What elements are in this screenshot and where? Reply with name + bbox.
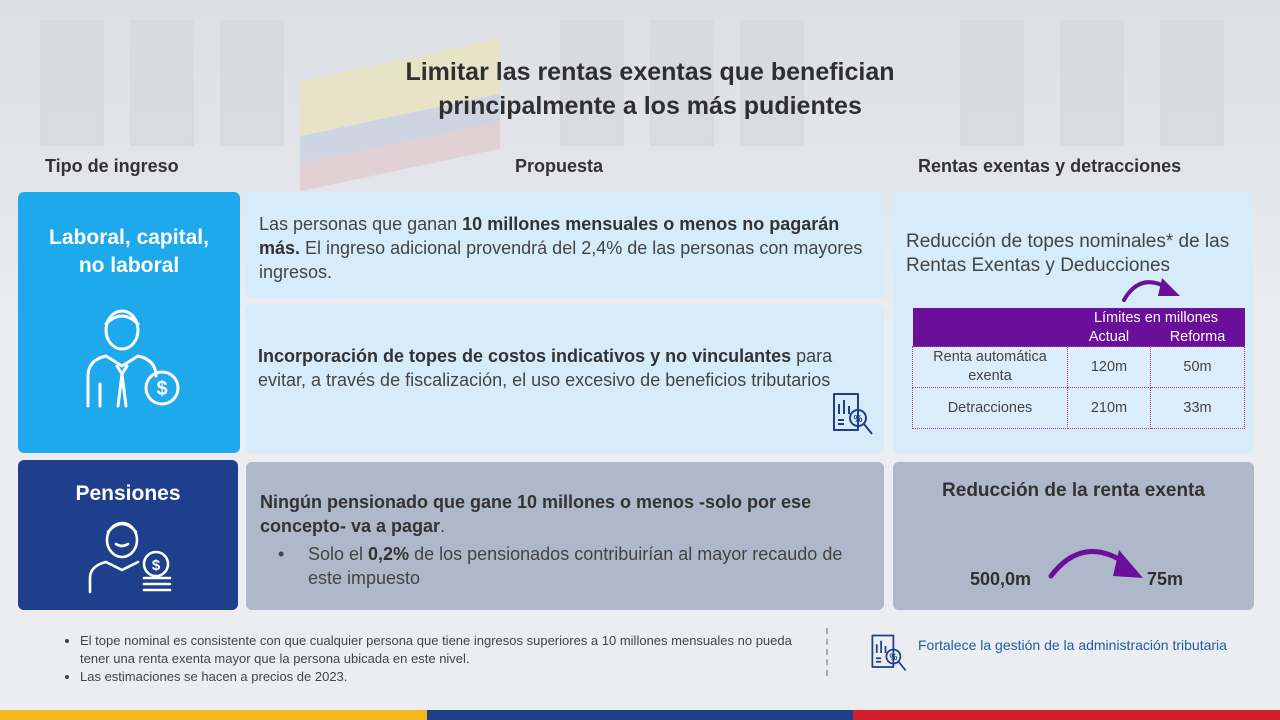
- row-label: Renta automática exenta: [912, 346, 1068, 388]
- bullet-b1: 0,2%: [368, 544, 410, 564]
- curved-arrow-icon: [1122, 278, 1180, 302]
- table-row: Renta automática exenta 120m 50m: [912, 346, 1245, 388]
- footer-divider: [826, 628, 828, 676]
- pensioner-money-icon: $: [88, 521, 172, 594]
- proposal-pensiones-b1: Ningún pensionado que gane 10 millones o…: [260, 492, 812, 536]
- proposal-topes-t1: para evitar, a través de fiscalización, …: [258, 346, 833, 390]
- reduccion-card: Reducción de la renta exenta 500,0m 75m: [893, 462, 1254, 610]
- proposal-topes-b1: Incorporación de topes de costos indicat…: [258, 346, 792, 366]
- flag-stripe-red: [853, 710, 1280, 720]
- bullet-dot: •: [278, 544, 285, 564]
- reduccion-from: 500,0m: [970, 569, 1032, 589]
- header-propuesta: Propuesta: [515, 156, 604, 176]
- slide-title: Limitar las rentas exentas que beneficia…: [300, 55, 1000, 123]
- footnote-item: El tope nominal es consistente con que c…: [80, 632, 820, 668]
- row-actual: 210m: [1067, 387, 1151, 429]
- svg-text:%: %: [854, 414, 863, 425]
- flag-stripe-yellow: [0, 710, 427, 720]
- col-actual: Actual: [1067, 327, 1151, 347]
- limits-table-corner: [912, 308, 1068, 327]
- category-laboral-label: Laboral, capital, no laboral: [18, 224, 240, 280]
- worker-money-icon: $: [86, 309, 180, 408]
- proposal-pensiones-t1: .: [440, 516, 446, 536]
- proposal-pensiones-card: Ningún pensionado que gane 10 millones o…: [246, 462, 884, 610]
- proposal-ingresos-t1: Las personas que ganan: [259, 214, 463, 234]
- col-reforma: Reforma: [1150, 327, 1245, 347]
- row-actual: 120m: [1067, 346, 1151, 388]
- bullet-t1: Solo el: [308, 544, 369, 564]
- limits-table: Límites en millones Actual Reforma Renta…: [912, 308, 1245, 429]
- bullet-t2: de los pensionados contribuirían al mayo…: [308, 544, 843, 588]
- table-row: Detracciones 210m 33m: [912, 387, 1245, 429]
- curved-arrow-icon: [1048, 549, 1143, 579]
- svg-text:$: $: [156, 378, 167, 400]
- laboral-label-line-2: no laboral: [78, 254, 180, 277]
- limits-table-corner-2: [912, 327, 1068, 347]
- proposal-pensiones-bullet: • Solo el 0,2% de los pensionados contrib…: [278, 542, 868, 590]
- svg-text:$: $: [152, 557, 161, 574]
- audit-document-icon: %: [833, 393, 873, 435]
- proposal-ingresos-text: Las personas que ganan 10 millones mensu…: [259, 212, 869, 284]
- reduccion-heading: Reducción de la renta exenta: [942, 480, 1205, 501]
- proposal-ingresos-b1: 10 millones mensuales o menos no pagarán…: [259, 214, 840, 258]
- title-line-2: principalmente a los más pudientes: [438, 92, 862, 120]
- header-tipo-ingreso: Tipo de ingreso: [45, 156, 179, 176]
- header-rentas-exentas: Rentas exentas y detracciones: [918, 156, 1182, 176]
- proposal-topes-card: Incorporación de topes de costos indicat…: [246, 304, 884, 453]
- footnote-item: Las estimaciones se hacen a precios de 2…: [80, 668, 820, 686]
- title-line-1: Limitar las rentas exentas que beneficia…: [405, 58, 895, 86]
- proposal-topes-text: Incorporación de topes de costos indicat…: [258, 344, 870, 392]
- row-label: Detracciones: [912, 387, 1068, 429]
- legend-text: Fortalece la gestión de la administració…: [918, 637, 1227, 653]
- laboral-label-line-1: Laboral, capital,: [49, 226, 209, 249]
- limits-table-caption: Límites en millones: [1067, 308, 1245, 327]
- proposal-pensiones-text: Ningún pensionado que gane 10 millones o…: [260, 490, 860, 538]
- row-reforma: 50m: [1150, 346, 1245, 388]
- footnotes: El tope nominal es consistente con que c…: [60, 632, 820, 686]
- category-pensiones-label: Pensiones: [75, 482, 181, 505]
- flag-stripe-blue: [427, 710, 853, 720]
- reduccion-to: 75m: [1147, 569, 1184, 589]
- svg-text:%: %: [889, 652, 897, 662]
- category-pensiones: Pensiones $: [18, 460, 238, 610]
- rentas-heading: Reducción de topes nominales* de las Ren…: [906, 231, 1230, 276]
- category-laboral: Laboral, capital, no laboral $: [18, 192, 240, 453]
- proposal-ingresos-card: Las personas que ganan 10 millones mensu…: [246, 192, 884, 298]
- row-reforma: 33m: [1150, 387, 1245, 429]
- proposal-ingresos-t2: El ingreso adicional provendrá del 2,4% …: [259, 238, 863, 282]
- audit-document-icon: %: [871, 634, 907, 672]
